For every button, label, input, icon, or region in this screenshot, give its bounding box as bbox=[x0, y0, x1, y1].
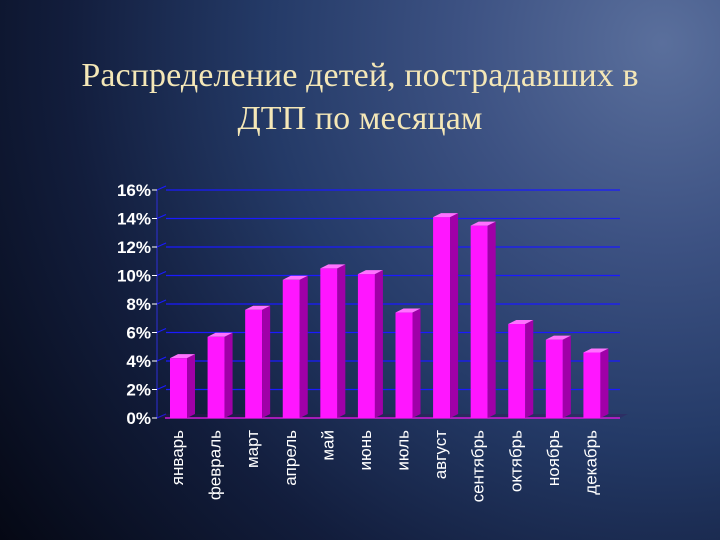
y-tick-label: 14% bbox=[117, 210, 151, 229]
bar-side bbox=[299, 275, 308, 418]
grid-depth-line bbox=[156, 299, 167, 305]
y-tick-label: 0% bbox=[126, 409, 151, 428]
bar-top bbox=[245, 305, 271, 310]
x-tick-label: июнь bbox=[356, 430, 375, 471]
bar-side bbox=[600, 348, 609, 418]
grid-depth-line bbox=[156, 242, 167, 248]
bar-front bbox=[470, 225, 488, 418]
y-tick-label: 10% bbox=[117, 267, 151, 286]
chart-layer: 0%2%4%6%8%10%12%14%16%январь февраль март а… bbox=[117, 181, 628, 502]
x-tick-label: июль bbox=[394, 430, 413, 471]
bar-side bbox=[412, 308, 421, 418]
y-tick-label: 4% bbox=[126, 352, 151, 371]
x-tick-label: август bbox=[431, 430, 450, 479]
bar-side bbox=[525, 319, 534, 418]
y-tick-label: 12% bbox=[117, 238, 151, 257]
bar-side bbox=[562, 335, 571, 418]
y-tick-label: 6% bbox=[126, 324, 151, 343]
bar-top bbox=[433, 213, 459, 218]
bar-top bbox=[357, 270, 383, 275]
bar-front bbox=[545, 339, 563, 418]
bar-front bbox=[170, 358, 187, 418]
y-tick-label: 16% bbox=[117, 181, 151, 200]
bar-side bbox=[187, 354, 195, 418]
bar-front bbox=[508, 323, 526, 418]
y-tick-label: 8% bbox=[126, 295, 151, 314]
grid-depth-line bbox=[156, 356, 167, 362]
bar-top bbox=[395, 308, 421, 313]
x-tick-label: октябрь bbox=[506, 430, 525, 492]
bar-side bbox=[374, 270, 383, 418]
bar-top bbox=[320, 264, 346, 269]
page-title: Распределение детей, пострадавших в ДТП … bbox=[40, 54, 680, 140]
bar-front bbox=[357, 274, 375, 418]
bar-top bbox=[207, 332, 233, 337]
x-tick-label: декабрь bbox=[581, 430, 600, 495]
bar-front bbox=[207, 336, 225, 418]
x-tick-label: февраль bbox=[206, 430, 225, 500]
x-tick-label: сентябрь bbox=[469, 430, 488, 503]
bar-top bbox=[282, 275, 308, 280]
grid-depth-line bbox=[156, 413, 167, 419]
x-tick-label: апрель bbox=[281, 430, 300, 486]
bar-side bbox=[262, 305, 271, 418]
bar-front bbox=[433, 217, 451, 418]
bar-top bbox=[508, 319, 534, 324]
bar-front bbox=[320, 268, 338, 418]
bar-side bbox=[487, 221, 496, 418]
y-tick-label: 2% bbox=[126, 381, 151, 400]
grid-depth-line bbox=[156, 327, 167, 334]
x-tick-label: январь bbox=[168, 430, 187, 485]
bar-top bbox=[545, 335, 571, 340]
bar-front bbox=[282, 279, 300, 418]
bar-side bbox=[337, 264, 346, 418]
bar-top bbox=[583, 348, 609, 353]
bar-front bbox=[583, 352, 601, 418]
bar-front bbox=[395, 312, 413, 418]
bar-side bbox=[224, 332, 233, 418]
x-tick-label: март bbox=[243, 430, 262, 468]
bar-side bbox=[450, 213, 459, 418]
title-line-2: ДТП по месяцам bbox=[237, 100, 483, 137]
x-tick-label: май bbox=[318, 430, 337, 461]
title-line-1: Распределение детей, пострадавших в bbox=[81, 57, 639, 94]
bar-front bbox=[245, 309, 263, 418]
grid-depth-line bbox=[156, 185, 167, 191]
grid-depth-line bbox=[156, 270, 167, 277]
grid-depth-line bbox=[156, 384, 167, 391]
x-tick-label: ноябрь bbox=[544, 430, 563, 486]
grid-depth-line bbox=[156, 213, 167, 220]
bar-top bbox=[470, 221, 496, 226]
bar-top bbox=[170, 354, 195, 359]
